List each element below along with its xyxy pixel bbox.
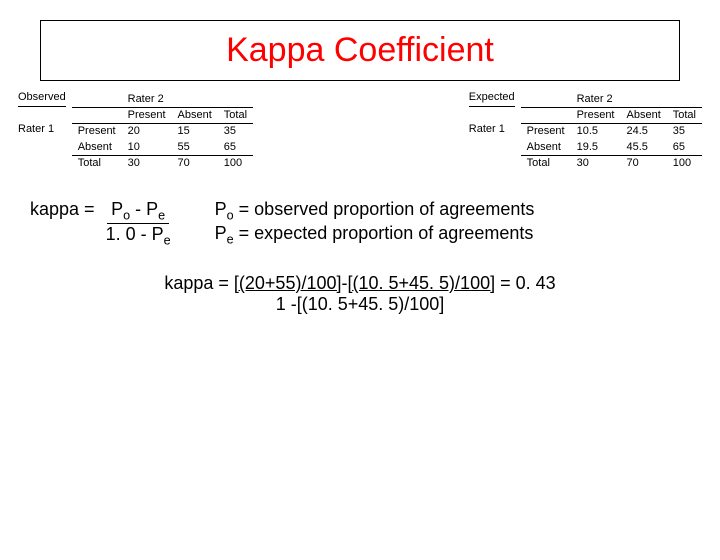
def-pe: Pe = expected proportion of agreements	[215, 223, 535, 247]
cell: 24.5	[621, 123, 667, 139]
cell: 19.5	[571, 139, 621, 155]
table-row: Absent 19.5 45.5 65	[521, 139, 702, 155]
calc-num1: [(20+55)/100]	[234, 273, 342, 293]
table-row: Absent 10 55 65	[72, 139, 253, 155]
calc-result: = 0. 43	[495, 273, 556, 293]
table-row: Rater 2	[521, 91, 702, 107]
observed-table: Rater 2 Present Absent Total Present 20 …	[72, 91, 253, 171]
title-box: Kappa Coefficient	[40, 20, 680, 81]
cell: 35	[218, 123, 253, 139]
def-po: Po = observed proportion of agreements	[215, 199, 535, 223]
cell: 30	[122, 155, 172, 171]
table-row: Present 20 15 35	[72, 123, 253, 139]
expected-side: Expected Rater 1	[469, 91, 515, 171]
calc-denominator-line: 1 -[(10. 5+45. 5)/100]	[30, 294, 690, 315]
var-pe-p2: P	[152, 224, 164, 244]
row-label: Absent	[72, 139, 122, 155]
def-po-text: = observed proportion of agreements	[234, 199, 535, 219]
col-header: Absent	[172, 107, 218, 123]
tables-row: Observed Rater 1 Rater 2 Present Absent …	[0, 91, 720, 171]
expected-corner: Expected	[469, 91, 515, 107]
kappa-formula: kappa = Po - Pe 1. 0 - Pe	[30, 199, 175, 247]
row-label: Total	[72, 155, 122, 171]
expected-rater1: Rater 1	[469, 123, 515, 139]
formula-denominator: 1. 0 - Pe	[102, 224, 175, 248]
col-header: Present	[571, 107, 621, 123]
table-row: Total 30 70 100	[521, 155, 702, 171]
row-label: Present	[72, 123, 122, 139]
observed-corner: Observed	[18, 91, 66, 107]
cell: 30	[571, 155, 621, 171]
cell: 15	[172, 123, 218, 139]
cell: 20	[122, 123, 172, 139]
col-header: Present	[122, 107, 172, 123]
calculation: kappa = [(20+55)/100]-[(10. 5+45. 5)/100…	[30, 273, 690, 315]
cell: 70	[172, 155, 218, 171]
expected-table: Rater 2 Present Absent Total Present 10.…	[521, 91, 702, 171]
table-row: Total 30 70 100	[72, 155, 253, 171]
expected-table-wrap: Expected Rater 1 Rater 2 Present Absent …	[469, 91, 702, 171]
observed-rater2: Rater 2	[122, 91, 172, 107]
row-label: Absent	[521, 139, 571, 155]
cell: 100	[218, 155, 253, 171]
table-row: Rater 2	[72, 91, 253, 107]
cell: 65	[667, 139, 702, 155]
observed-side: Observed Rater 1	[18, 91, 66, 171]
calc-numerator-line: kappa = [(20+55)/100]-[(10. 5+45. 5)/100…	[30, 273, 690, 294]
var-pe-p: P	[146, 199, 158, 219]
def-pe-text: = expected proportion of agreements	[234, 223, 534, 243]
cell: 10.5	[571, 123, 621, 139]
calc-lhs: kappa =	[164, 273, 234, 293]
row-label: Total	[521, 155, 571, 171]
cell: 70	[621, 155, 667, 171]
observed-rater1: Rater 1	[18, 123, 66, 139]
var-po-p: P	[111, 199, 123, 219]
calc-num2: [(10. 5+45. 5)/100]	[347, 273, 495, 293]
def-po-p: P	[215, 199, 227, 219]
formula-one: 1. 0 -	[106, 224, 152, 244]
page-title: Kappa Coefficient	[41, 31, 679, 70]
formula-numerator: Po - Pe	[107, 199, 169, 224]
table-row: Present Absent Total	[521, 107, 702, 123]
observed-table-wrap: Observed Rater 1 Rater 2 Present Absent …	[18, 91, 253, 171]
col-header: Total	[667, 107, 702, 123]
formula-lhs: kappa =	[30, 199, 100, 220]
formula-minus: -	[130, 199, 146, 219]
formula-row: kappa = Po - Pe 1. 0 - Pe Po = observed …	[30, 199, 690, 247]
def-pe-p: P	[215, 223, 227, 243]
cell: 55	[172, 139, 218, 155]
cell: 45.5	[621, 139, 667, 155]
def-pe-sub: e	[227, 232, 234, 246]
cell: 10	[122, 139, 172, 155]
expected-rater2: Rater 2	[571, 91, 621, 107]
definitions: Po = observed proportion of agreements P…	[215, 199, 535, 247]
formula-fraction: Po - Pe 1. 0 - Pe	[102, 199, 175, 247]
cell: 35	[667, 123, 702, 139]
col-header: Absent	[621, 107, 667, 123]
var-pe-sub2: e	[164, 233, 171, 247]
def-po-sub: o	[227, 209, 234, 223]
col-header: Total	[218, 107, 253, 123]
table-row: Present Absent Total	[72, 107, 253, 123]
cell: 65	[218, 139, 253, 155]
var-pe-sub: e	[158, 209, 165, 223]
table-row: Present 10.5 24.5 35	[521, 123, 702, 139]
row-label: Present	[521, 123, 571, 139]
cell: 100	[667, 155, 702, 171]
